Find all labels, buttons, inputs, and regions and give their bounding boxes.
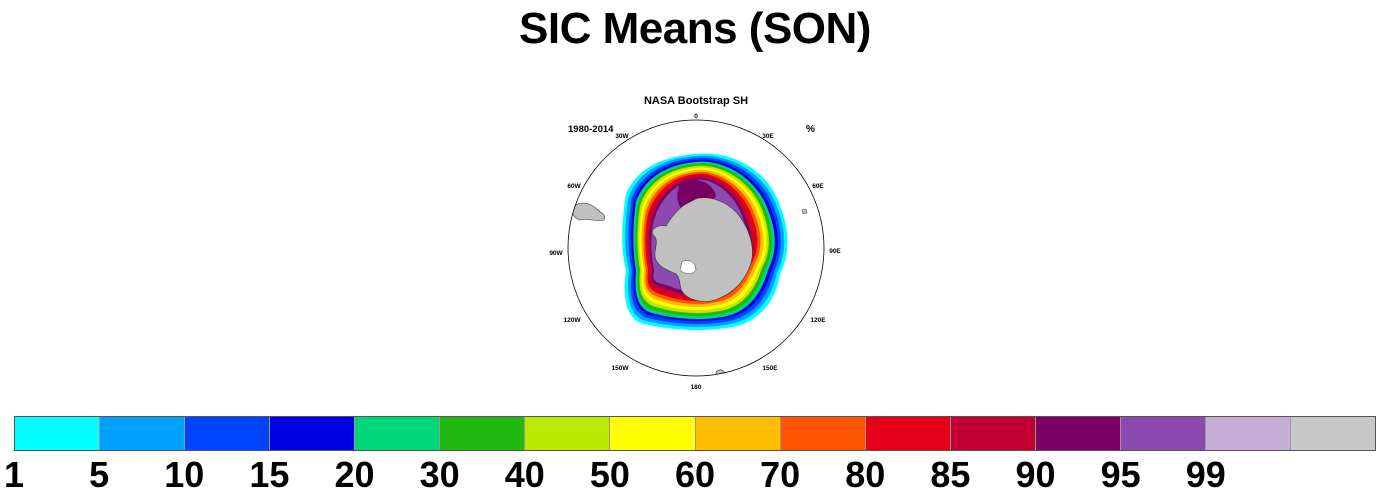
colorbar-box-2 [185,417,271,450]
polar-map: 0 30E 60E 90E 120E 150E 180 150W 120W 90… [549,113,841,391]
main-title: SIC Means (SON) [519,4,871,53]
lon-label-60e: 60E [812,183,824,190]
ross-ice-shelf [679,260,697,274]
lon-label-90w: 90W [549,250,563,257]
colorbar [14,416,1376,451]
colorbar-label-40: 40 [504,454,545,495]
south-america-land [572,202,605,221]
colorbar-labels: 1 5 10 15 20 30 40 50 60 70 80 85 90 95 99 [0,452,1384,499]
colorbar-box-6 [525,417,611,450]
colorbar-box-7 [610,417,696,450]
colorbar-label-20: 20 [334,454,375,495]
colorbar-box-9 [780,417,866,450]
colorbar-box-3 [270,417,356,450]
lon-label-180: 180 [691,384,702,391]
colorbar-box-14 [1205,417,1291,450]
lon-label-30e: 30E [762,133,774,140]
panel-title: NASA Bootstrap SH [643,95,749,107]
lon-label-150w: 150W [612,365,630,372]
colorbar-label-90: 90 [1015,454,1056,495]
colorbar-box-5 [440,417,526,450]
colorbar-label-15: 15 [249,454,290,495]
lon-label-30w: 30W [615,133,629,140]
colorbar-label-80: 80 [845,454,886,495]
lon-label-120e: 120E [810,317,826,324]
kerguelen-land [801,208,808,215]
colorbar-label-10: 10 [164,454,205,495]
colorbar-box-0 [15,417,101,450]
longitude-labels: 0 30E 60E 90E 120E 150E 180 150W 120W 90… [549,113,841,391]
lon-label-150e: 150E [762,365,778,372]
period-annotation: 1980-2014 [568,124,614,135]
colorbar-box-4 [355,417,441,450]
units-annotation: % [806,124,815,135]
colorbar-label-85: 85 [930,454,971,495]
colorbar-label-70: 70 [760,454,801,495]
map-boundary [567,119,825,377]
colorbar-label-60: 60 [674,454,716,495]
antarctica-land [651,197,753,302]
colorbar-box-8 [695,417,781,450]
colorbar-box-15 [1290,417,1375,450]
colorbar-box-1 [100,417,186,450]
colorbar-label-5: 5 [89,454,110,495]
colorbar-box-10 [865,417,951,450]
lon-label-120w: 120W [564,317,582,324]
lon-label-90e: 90E [829,248,841,255]
lon-label-0: 0 [694,113,698,120]
lon-label-60w: 60W [567,183,581,190]
map-field [572,153,808,376]
colorbar-label-99: 99 [1185,454,1226,495]
colorbar-label-50: 50 [589,454,630,495]
colorbar-box-12 [1035,417,1121,450]
colorbar-box-11 [950,417,1036,450]
colorbar-box-13 [1120,417,1206,450]
colorbar-label-1: 1 [4,454,25,495]
colorbar-label-30: 30 [419,454,460,495]
colorbar-label-95: 95 [1100,454,1141,495]
